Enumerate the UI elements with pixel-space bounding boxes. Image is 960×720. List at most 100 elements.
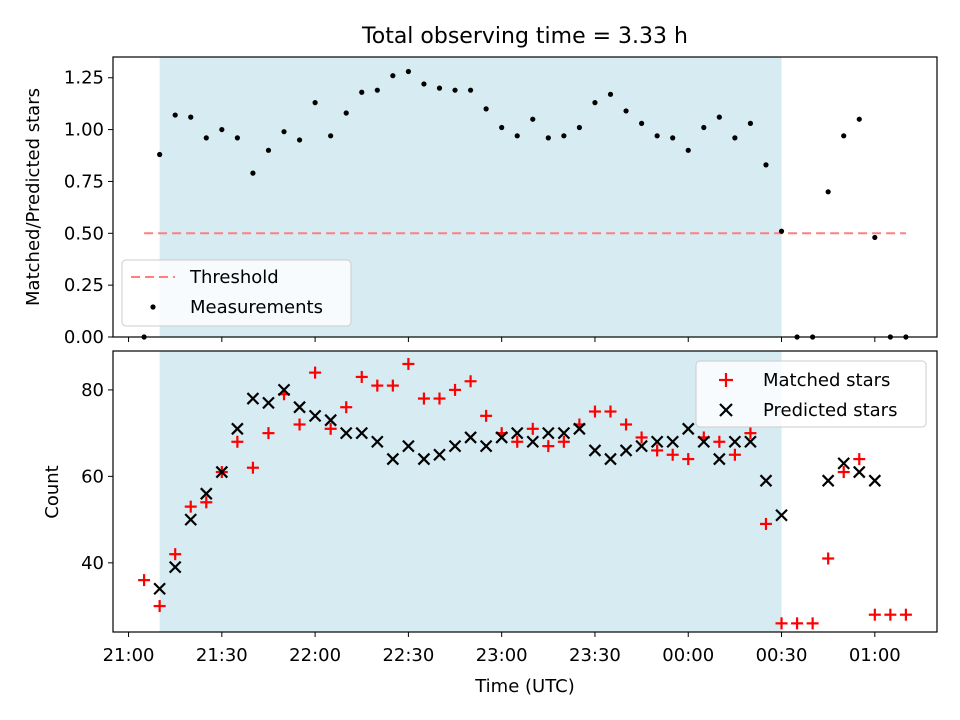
- predicted-star-point: [168, 560, 182, 574]
- measurement-point: [436, 85, 443, 91]
- top-y-tick-label: 1.00: [64, 120, 104, 141]
- measurement-point: [188, 114, 194, 120]
- measurement-point: [872, 234, 878, 241]
- matched-star-point: [822, 552, 835, 565]
- measurement-point: [716, 114, 722, 120]
- predicted-star-point: [293, 400, 306, 414]
- predicted-star-point: [495, 431, 508, 444]
- matched-star-point: [386, 379, 399, 392]
- measurement-point: [623, 108, 629, 114]
- matched-star-point: [293, 418, 306, 431]
- predicted-star-point: [355, 426, 369, 440]
- bottom-legend-box: [695, 360, 927, 428]
- matched-star-point: [884, 608, 897, 621]
- measurement-point: [670, 135, 676, 141]
- predicted-star-point: [448, 439, 462, 453]
- predicted-star-point: [697, 435, 711, 449]
- bottom-x-tick-label: 01:00: [849, 645, 901, 666]
- matched-star-point: [309, 366, 322, 379]
- predicted-stars-points: [153, 383, 882, 596]
- measurement-point: [841, 133, 847, 139]
- measurement-point: [639, 120, 645, 126]
- predicted-star-point: [542, 426, 555, 440]
- measurement-points: [141, 68, 909, 340]
- bottom-y-tick-label: 60: [81, 466, 104, 487]
- predicted-star-point: [479, 439, 493, 453]
- matched-star-point: [759, 517, 772, 530]
- matched-star-point: [899, 608, 912, 621]
- measurement-point: [825, 189, 831, 195]
- measurement-point: [281, 129, 287, 135]
- bottom-y-axis-label: Count: [42, 465, 63, 518]
- predicted-star-point: [573, 422, 586, 436]
- predicted-star-point: [588, 444, 602, 457]
- top-plot-frame: [112, 56, 938, 338]
- matched-star-point: [557, 435, 570, 448]
- legend-matched-label: Matched stars: [763, 370, 890, 391]
- measurement-point: [172, 112, 178, 118]
- measurement-point: [701, 124, 707, 131]
- measurement-point: [219, 126, 225, 133]
- bottom-legend: Matched stars Predicted stars: [695, 360, 927, 428]
- predicted-star-point: [635, 439, 648, 453]
- matched-star-point: [169, 548, 182, 561]
- matched-star-point: [433, 392, 446, 405]
- top-y-tick-label: 0.00: [64, 327, 104, 348]
- matched-star-point: [728, 448, 741, 461]
- bottom-x-tick-label: 00:00: [662, 645, 714, 666]
- predicted-star-point: [371, 435, 384, 449]
- top-y-tick-label: 0.25: [64, 275, 104, 296]
- matched-star-point: [775, 617, 788, 630]
- predicted-star-point: [775, 508, 788, 522]
- predicted-star-point: [339, 426, 353, 440]
- legend-threshold-label: Threshold: [189, 267, 279, 288]
- observing-window-shade-bottom: [159, 351, 782, 632]
- predicted-star-point: [604, 452, 617, 466]
- matched-star-point: [511, 435, 524, 448]
- matched-star-point: [526, 422, 539, 435]
- bottom-x-tick-label: 23:30: [569, 645, 621, 666]
- matched-star-point: [417, 392, 430, 405]
- measurement-point: [747, 120, 754, 126]
- bottom-y-axis-ticks: 40 60 80: [81, 380, 113, 574]
- predicted-star-point: [744, 435, 757, 449]
- predicted-star-point: [728, 435, 742, 449]
- measurement-point: [343, 110, 349, 116]
- predicted-star-point: [246, 392, 260, 405]
- predicted-star-point: [184, 513, 198, 526]
- bottom-x-tick-label: 22:00: [289, 645, 341, 666]
- measurement-point: [607, 91, 614, 97]
- top-y-axis-ticks: 0.00 0.25 0.50 0.75 1.00 1.25: [64, 68, 113, 348]
- predicted-star-point: [713, 452, 726, 466]
- matched-star-point: [153, 600, 166, 613]
- predicted-star-point: [417, 452, 431, 466]
- predicted-star-point: [200, 487, 213, 500]
- matched-star-point: [666, 448, 679, 461]
- predicted-star-point: [215, 465, 229, 479]
- bottom-x-tick-label: 23:00: [476, 645, 528, 666]
- measurement-point: [467, 87, 474, 93]
- matched-star-point: [324, 422, 337, 435]
- matched-star-point: [635, 431, 648, 444]
- predicted-star-point: [324, 413, 337, 427]
- legend-measurements-label: Measurements: [190, 297, 323, 318]
- measurement-point: [530, 116, 536, 122]
- top-y-tick-label: 0.50: [64, 223, 104, 244]
- bottom-y-tick-label: 80: [81, 380, 104, 401]
- matched-star-point: [806, 617, 819, 630]
- bottom-x-tick-label: 00:30: [756, 645, 808, 666]
- matched-star-point: [744, 427, 757, 440]
- matched-star-point: [791, 617, 804, 630]
- predicted-star-point: [433, 448, 446, 462]
- top-y-tick-label: 0.75: [64, 171, 104, 192]
- measurement-point: [592, 100, 598, 106]
- legend-predicted-swatch: [719, 403, 733, 417]
- bottom-plot-frame: [112, 350, 938, 633]
- matched-star-point: [620, 418, 633, 431]
- matched-star-point: [713, 435, 726, 448]
- top-legend-box: [121, 259, 352, 327]
- predicted-star-point: [308, 409, 322, 423]
- matched-star-point: [449, 383, 462, 396]
- measurement-point: [685, 147, 691, 153]
